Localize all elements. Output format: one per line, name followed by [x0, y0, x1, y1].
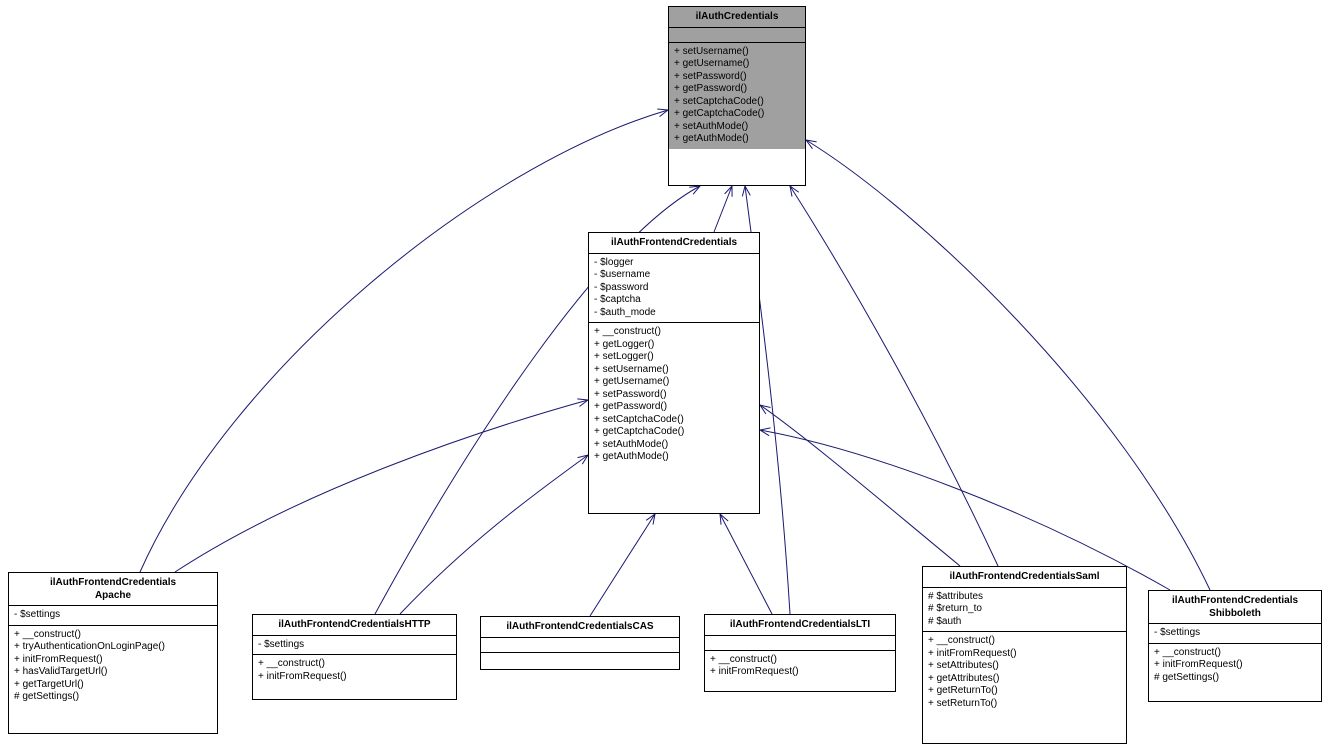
class-title: ilAuthFrontendCredentials	[589, 233, 759, 253]
class-method: + setAuthMode()	[594, 439, 754, 452]
class-method: # getSettings()	[1154, 672, 1316, 685]
methods-section: + __construct()+ initFromRequest()	[705, 650, 895, 682]
class-method: + getUsername()	[674, 58, 800, 71]
attrs-section	[705, 635, 895, 650]
class-title: ilAuthFrontendCredentialsCAS	[481, 617, 679, 637]
class-method: + getUsername()	[594, 376, 754, 389]
class-ilAuthCredentials[interactable]: ilAuthCredentials + setUsername()+ getUs…	[668, 6, 806, 186]
class-method: + initFromRequest()	[258, 671, 451, 684]
class-method: + setPassword()	[674, 71, 800, 84]
class-method: + initFromRequest()	[928, 648, 1121, 661]
class-attribute: - $settings	[1154, 627, 1316, 640]
inheritance-edge	[175, 400, 588, 572]
class-method: + setReturnTo()	[928, 698, 1121, 711]
class-method: + initFromRequest()	[710, 666, 890, 679]
attrs-section: - $settings	[1149, 623, 1321, 643]
class-attribute: - $settings	[258, 639, 451, 652]
class-attribute: # $auth	[928, 616, 1121, 629]
class-attribute: - $captcha	[594, 294, 754, 307]
attrs-section	[481, 637, 679, 652]
inheritance-edge	[714, 186, 732, 232]
class-attribute: - $auth_mode	[594, 307, 754, 320]
class-method: + setAuthMode()	[674, 121, 800, 134]
methods-section: + __construct()+ initFromRequest()# getS…	[1149, 643, 1321, 688]
class-ilAuthFrontendCredentialsApache[interactable]: ilAuthFrontendCredentialsApache - $setti…	[8, 572, 218, 734]
class-attribute: # $attributes	[928, 591, 1121, 604]
uml-canvas: ilAuthCredentials + setUsername()+ getUs…	[0, 0, 1325, 749]
class-method: + setCaptchaCode()	[674, 96, 800, 109]
methods-section: + __construct()+ initFromRequest()	[253, 654, 456, 686]
methods-section: + __construct()+ getLogger()+ setLogger(…	[589, 322, 759, 467]
class-method: + setCaptchaCode()	[594, 414, 754, 427]
class-ilAuthFrontendCredentialsLTI[interactable]: ilAuthFrontendCredentialsLTI + __constru…	[704, 614, 896, 692]
class-attribute: - $settings	[14, 609, 212, 622]
class-method: + setLogger()	[594, 351, 754, 364]
class-method: + __construct()	[258, 658, 451, 671]
class-attribute: # $return_to	[928, 603, 1121, 616]
class-title: ilAuthCredentials	[669, 7, 805, 27]
inheritance-edge	[400, 455, 588, 614]
class-title: ilAuthFrontendCredentialsSaml	[923, 567, 1126, 587]
class-method: + __construct()	[1154, 647, 1316, 660]
class-method: + getPassword()	[674, 83, 800, 96]
methods-section: + __construct()+ initFromRequest()+ setA…	[923, 631, 1126, 713]
inheritance-edge	[806, 140, 1210, 590]
inheritance-edge	[590, 514, 655, 616]
class-attribute: - $password	[594, 282, 754, 295]
class-ilAuthFrontendCredentialsShibboleth[interactable]: ilAuthFrontendCredentialsShibboleth - $s…	[1148, 590, 1322, 702]
class-method: + getCaptchaCode()	[594, 426, 754, 439]
attrs-section: # $attributes# $return_to# $auth	[923, 587, 1126, 632]
class-ilAuthFrontendCredentialsCAS[interactable]: ilAuthFrontendCredentialsCAS	[480, 616, 680, 670]
class-method: + __construct()	[14, 629, 212, 642]
class-title: ilAuthFrontendCredentialsLTI	[705, 615, 895, 635]
class-method: + __construct()	[710, 654, 890, 667]
inheritance-edge	[760, 405, 960, 566]
methods-section: + setUsername()+ getUsername()+ setPassw…	[669, 42, 805, 149]
class-method: + getPassword()	[594, 401, 754, 414]
inheritance-edge	[720, 514, 772, 614]
class-ilAuthFrontendCredentialsHTTP[interactable]: ilAuthFrontendCredentialsHTTP - $setting…	[252, 614, 457, 700]
class-method: + getCaptchaCode()	[674, 108, 800, 121]
attrs-section: - $settings	[9, 605, 217, 625]
methods-section: + __construct()+ tryAuthenticationOnLogi…	[9, 625, 217, 707]
class-attribute: - $logger	[594, 257, 754, 270]
class-method: + __construct()	[928, 635, 1121, 648]
attrs-section: - $settings	[253, 635, 456, 655]
class-method: # getSettings()	[14, 691, 212, 704]
class-title: ilAuthFrontendCredentialsShibboleth	[1149, 591, 1321, 623]
class-method: + initFromRequest()	[1154, 659, 1316, 672]
class-method: + tryAuthenticationOnLoginPage()	[14, 641, 212, 654]
class-ilAuthFrontendCredentials[interactable]: ilAuthFrontendCredentials - $logger- $us…	[588, 232, 760, 514]
class-title: ilAuthFrontendCredentialsApache	[9, 573, 217, 605]
class-method: + setPassword()	[594, 389, 754, 402]
class-method: + getLogger()	[594, 339, 754, 352]
methods-section	[481, 652, 679, 667]
attrs-section: - $logger- $username- $password- $captch…	[589, 253, 759, 323]
class-attribute: - $username	[594, 269, 754, 282]
class-method: + getTargetUrl()	[14, 679, 212, 692]
class-method: + getAttributes()	[928, 673, 1121, 686]
class-ilAuthFrontendCredentialsSaml[interactable]: ilAuthFrontendCredentialsSaml # $attribu…	[922, 566, 1127, 744]
class-method: + initFromRequest()	[14, 654, 212, 667]
class-method: + getReturnTo()	[928, 685, 1121, 698]
class-method: + getAuthMode()	[594, 451, 754, 464]
class-method: + setUsername()	[674, 46, 800, 59]
class-method: + setUsername()	[594, 364, 754, 377]
class-method: + __construct()	[594, 326, 754, 339]
attrs-section	[669, 27, 805, 42]
inheritance-edge	[790, 186, 998, 566]
class-method: + hasValidTargetUrl()	[14, 666, 212, 679]
class-method: + setAttributes()	[928, 660, 1121, 673]
class-method: + getAuthMode()	[674, 133, 800, 146]
class-title: ilAuthFrontendCredentialsHTTP	[253, 615, 456, 635]
